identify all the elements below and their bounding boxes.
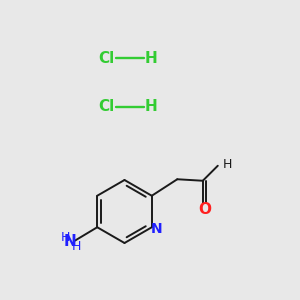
- Text: N: N: [151, 222, 162, 236]
- Text: H: H: [145, 51, 158, 66]
- Text: H: H: [222, 158, 232, 171]
- Text: Cl: Cl: [98, 51, 115, 66]
- Text: H: H: [71, 240, 81, 253]
- Text: H: H: [145, 99, 158, 114]
- Text: N: N: [64, 234, 76, 249]
- Text: O: O: [198, 202, 211, 217]
- Text: H: H: [61, 231, 70, 244]
- Text: Cl: Cl: [98, 99, 115, 114]
